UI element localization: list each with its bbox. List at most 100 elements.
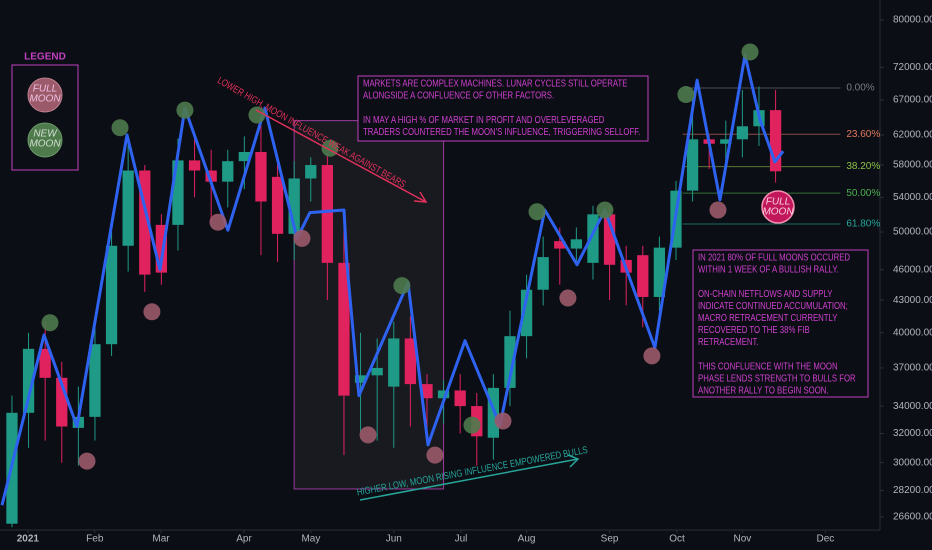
y-tick-label: 46000.00 bbox=[893, 264, 932, 275]
candle-body bbox=[504, 336, 516, 388]
y-tick-label: 62000.00 bbox=[893, 130, 932, 141]
y-tick-label: 26600.00 bbox=[893, 512, 932, 523]
candle-body bbox=[537, 257, 549, 290]
candle-body bbox=[404, 338, 417, 385]
candle-body bbox=[520, 289, 533, 337]
x-tick-label: Sep bbox=[601, 534, 619, 545]
candle-body bbox=[338, 262, 350, 396]
new-moon bbox=[393, 277, 411, 295]
x-tick-label: Mar bbox=[152, 534, 170, 545]
callout: FULL MOON bbox=[761, 190, 795, 224]
note-text: WITHIN 1 WEEK OF A BULLISH RALLY. bbox=[698, 264, 839, 275]
candle-body bbox=[454, 390, 466, 407]
x-tick-label: Jun bbox=[386, 534, 402, 545]
new-moon bbox=[176, 101, 194, 119]
note-text: INDICATE CONTINUED ACCUMULATION; bbox=[698, 300, 848, 311]
full-moon bbox=[209, 213, 227, 231]
legend-label: MOON bbox=[29, 94, 61, 105]
legend: LEGEND FULL MOON NEW MOON bbox=[11, 52, 79, 171]
candle-body bbox=[188, 160, 201, 171]
full-moon bbox=[143, 303, 161, 321]
legend-label: NEW bbox=[33, 129, 58, 140]
candle-body bbox=[570, 239, 583, 249]
legend-new-moon bbox=[27, 122, 63, 158]
candle-body bbox=[653, 247, 666, 297]
new-moon bbox=[596, 201, 614, 219]
full-moon bbox=[494, 412, 512, 430]
note-text: ANOTHER RALLY TO BEGIN SOON. bbox=[698, 385, 829, 396]
candle-body bbox=[255, 151, 267, 202]
candle-layer bbox=[6, 86, 782, 528]
candle-body bbox=[89, 344, 101, 417]
callout-label: MOON bbox=[762, 207, 794, 218]
fib-label: 0.00% bbox=[846, 83, 874, 94]
y-tick-label: 80000.00 bbox=[893, 15, 932, 26]
fib-label: 50.00% bbox=[846, 188, 880, 199]
y-tick-label: 40000.00 bbox=[893, 327, 932, 338]
note-text: RETRACEMENT. bbox=[698, 336, 759, 347]
annotation-arrow bbox=[359, 458, 579, 501]
fib-label: 38.20% bbox=[846, 161, 880, 172]
candle-body bbox=[603, 214, 616, 265]
new-moon bbox=[41, 314, 59, 332]
candle-body bbox=[388, 338, 400, 387]
candle-body bbox=[736, 126, 749, 140]
candle-body bbox=[720, 139, 732, 144]
note-text: MARKETS ARE COMPLEX MACHINES. LUNAR CYCL… bbox=[363, 78, 627, 89]
y-tick-label: 34000.00 bbox=[893, 401, 932, 412]
fib-label: 61.80% bbox=[846, 219, 880, 230]
note-text: IN MAY A HIGH % OF MARKET IN PROFIT AND … bbox=[363, 114, 605, 125]
candle-body bbox=[139, 170, 151, 275]
y-tick-label: 54000.00 bbox=[893, 192, 932, 203]
new-moon bbox=[677, 86, 695, 104]
candle-body bbox=[637, 255, 649, 297]
candle-body bbox=[554, 241, 566, 249]
note-text: ALONGSIDE A CONFLUENCE OF OTHER FACTORS. bbox=[363, 90, 554, 101]
y-tick-label: 30000.00 bbox=[893, 457, 932, 468]
note-text: IN 2021 80% OF FULL MOONS OCCURED bbox=[698, 252, 850, 263]
candle-body bbox=[421, 384, 433, 399]
candle-body bbox=[769, 110, 782, 172]
legend-full-moon bbox=[27, 77, 63, 113]
candle-body bbox=[437, 390, 450, 399]
new-moon bbox=[111, 119, 129, 137]
candle-body bbox=[105, 245, 118, 345]
full-moon bbox=[293, 229, 311, 247]
note-box bbox=[357, 75, 649, 142]
note-text: ON-CHAIN NETFLOWS AND SUPPLY bbox=[698, 288, 832, 299]
callout-circle bbox=[761, 190, 795, 224]
x-tick-label: Oct bbox=[669, 534, 685, 545]
x-tick-label: Nov bbox=[733, 534, 751, 545]
x-tick-label: 2021 bbox=[17, 534, 40, 545]
candle-body bbox=[155, 224, 168, 273]
x-tick-label: Feb bbox=[86, 534, 104, 545]
y-tick-label: 50000.00 bbox=[893, 227, 932, 238]
full-moon bbox=[709, 201, 727, 219]
x-tick-label: May bbox=[301, 534, 320, 545]
x-tick-label: Jul bbox=[455, 534, 468, 545]
candle-body bbox=[271, 176, 284, 234]
candle-body bbox=[222, 161, 234, 182]
annotation-arrowhead bbox=[413, 191, 428, 203]
notes-layer: MARKETS ARE COMPLEX MACHINES. LUNAR CYCL… bbox=[363, 78, 856, 396]
candle-body bbox=[39, 348, 51, 378]
new-moon bbox=[463, 416, 481, 434]
full-moon bbox=[359, 426, 377, 444]
new-moon bbox=[741, 43, 759, 61]
note: MARKETS ARE COMPLEX MACHINES. LUNAR CYCL… bbox=[363, 78, 640, 138]
candle-body bbox=[321, 165, 334, 263]
full-moon bbox=[559, 289, 577, 307]
y-tick-label: 72000.00 bbox=[893, 62, 932, 73]
note-text: MACRO RETRACEMENT CURRENTLY bbox=[698, 312, 837, 323]
candle-body bbox=[22, 348, 35, 413]
note-text: RECOVERED TO THE 38% FIB bbox=[698, 324, 810, 335]
candle-body bbox=[122, 170, 134, 246]
annotation-arrowhead bbox=[567, 454, 580, 468]
candle-body bbox=[238, 151, 251, 162]
x-tick-label: Aug bbox=[518, 534, 536, 545]
candle-body bbox=[56, 377, 68, 427]
legend-box bbox=[11, 64, 79, 171]
new-moon bbox=[248, 106, 266, 124]
y-tick-label: 32000.00 bbox=[893, 428, 932, 439]
